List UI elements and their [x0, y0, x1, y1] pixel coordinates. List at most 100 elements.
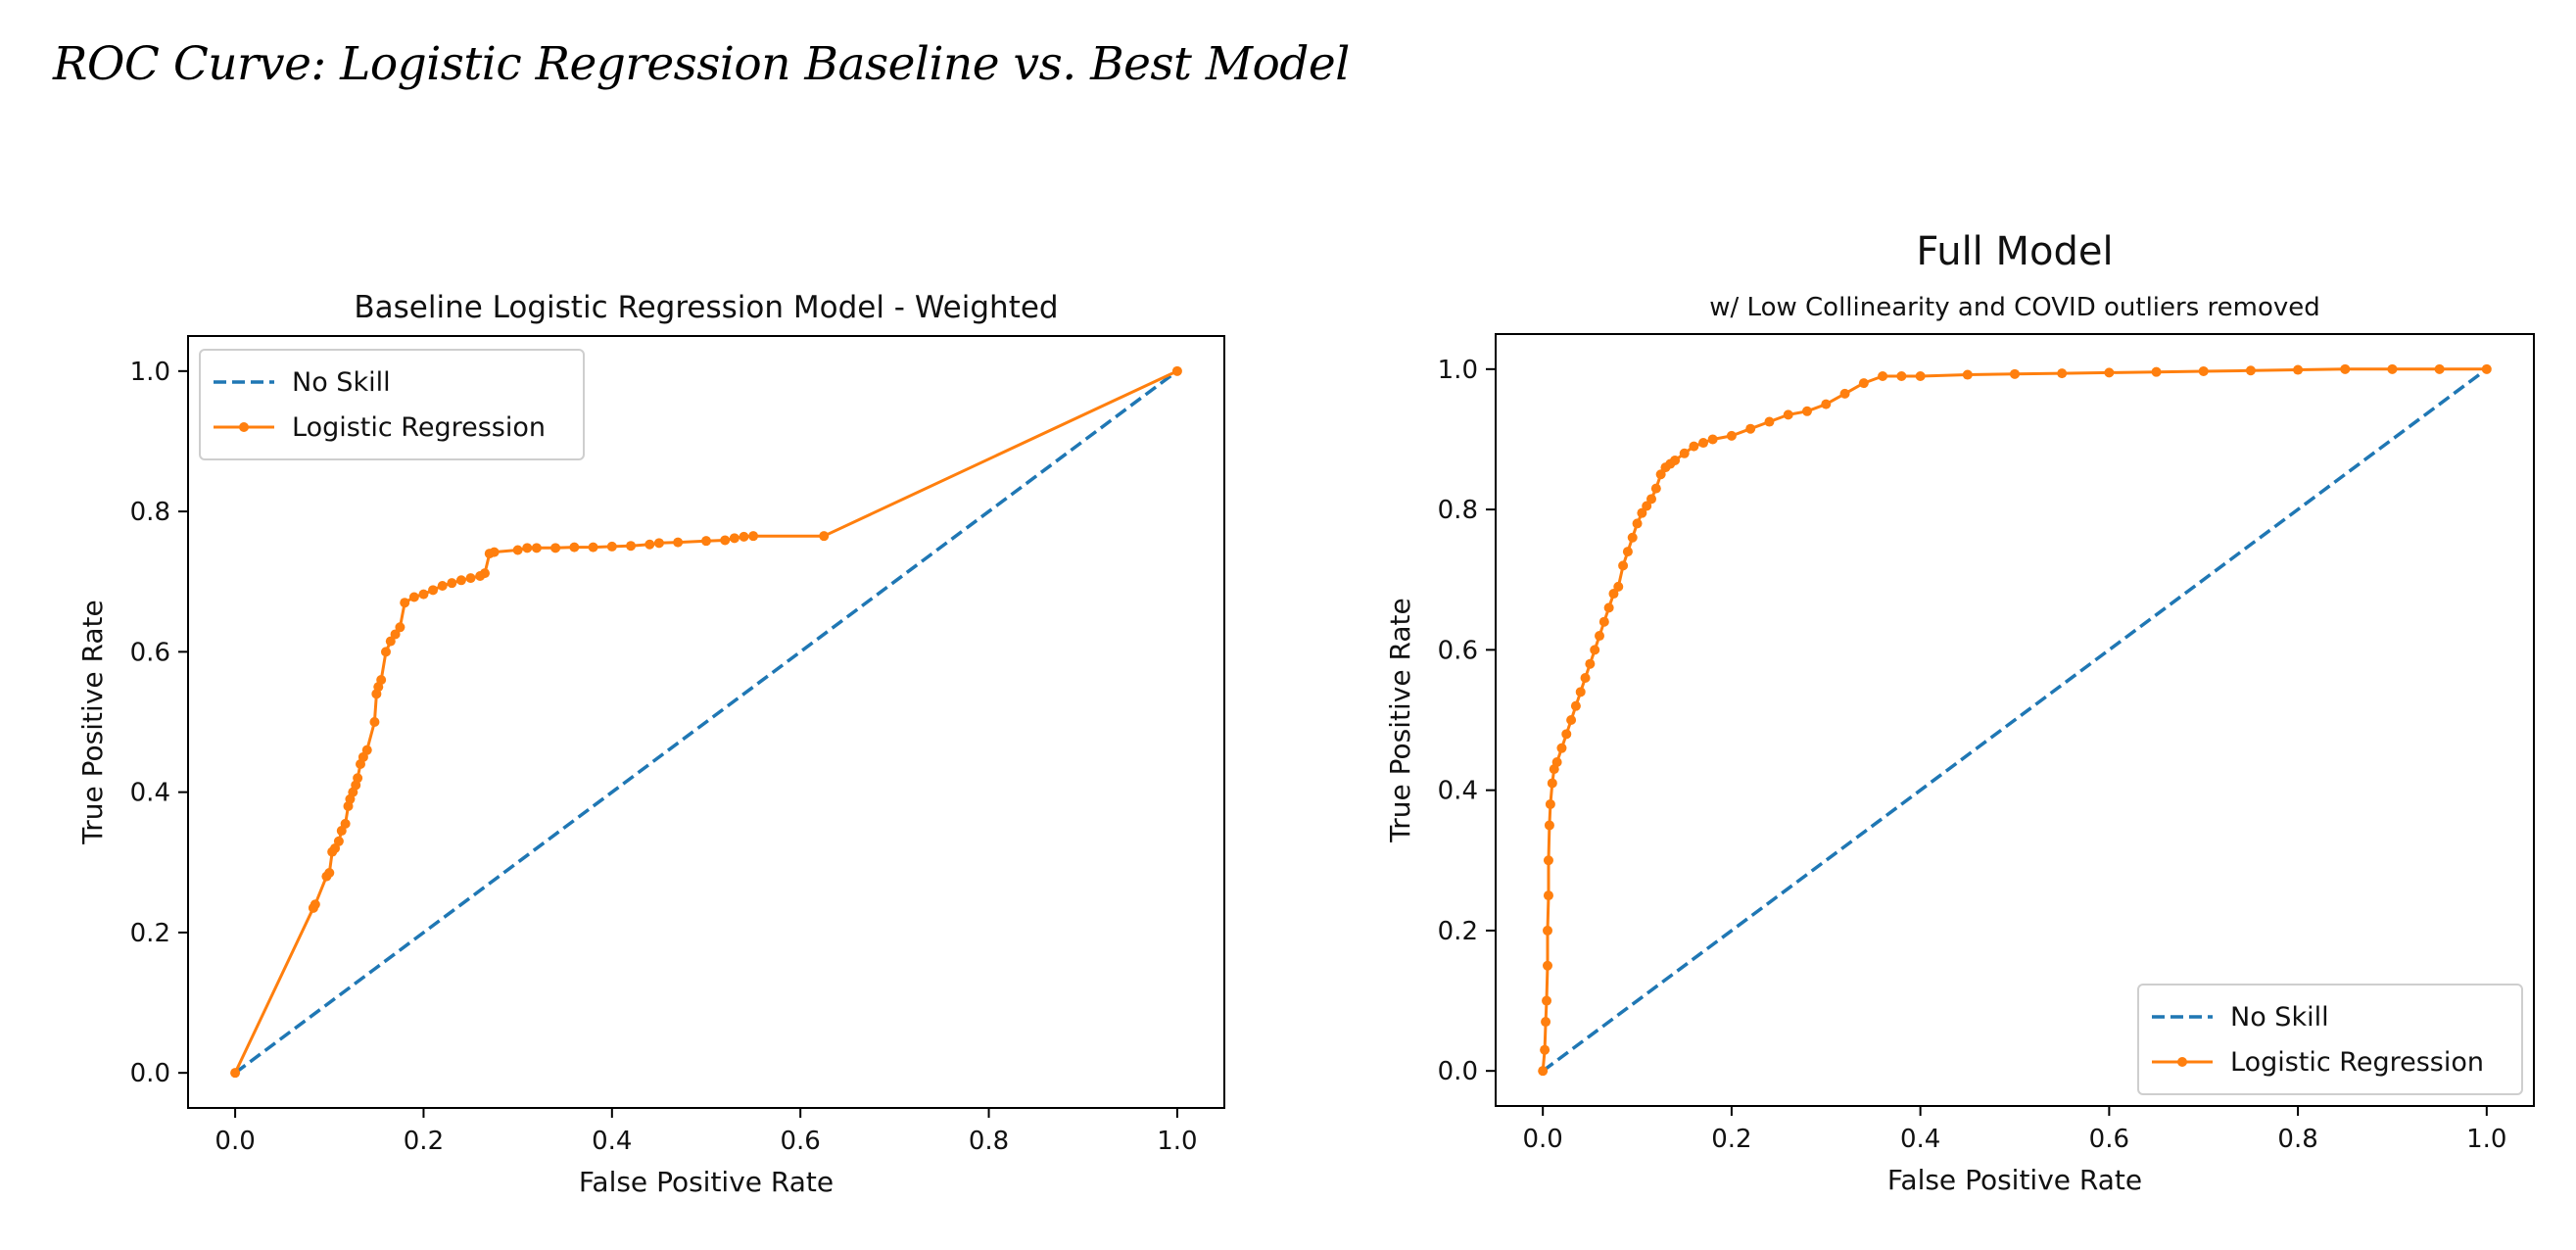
data-point: [569, 542, 580, 553]
y-tick-label: 1.0: [130, 358, 170, 387]
y-tick-label: 0.6: [130, 638, 170, 667]
data-point: [1575, 687, 1586, 697]
data-point: [1542, 995, 1552, 1006]
data-point: [531, 543, 542, 553]
data-point: [1962, 369, 1973, 380]
y-tick-label: 0.2: [1438, 917, 1478, 946]
legend-item: No Skill: [214, 367, 391, 398]
y-tick-label: 0.2: [130, 919, 170, 948]
legend-marker: [239, 422, 249, 432]
y-tick-label: 0.8: [130, 498, 170, 527]
data-point: [1642, 501, 1652, 511]
x-tick-label: 0.8: [2277, 1125, 2317, 1154]
data-point: [819, 531, 830, 542]
y-tick-label: 0.8: [1438, 496, 1478, 525]
y-tick-label: 0.6: [1438, 636, 1478, 665]
data-point: [1637, 507, 1647, 518]
data-point: [588, 542, 598, 553]
data-point: [1896, 370, 1907, 381]
data-point: [1580, 673, 1591, 684]
data-point: [2010, 368, 2020, 379]
data-point: [1707, 434, 1718, 445]
y-tick-label: 0.0: [1438, 1057, 1478, 1086]
data-point: [673, 537, 684, 548]
data-point: [353, 773, 363, 784]
y-tick-label: 0.4: [1438, 777, 1478, 806]
x-axis-ticks: 0.0 0.2 0.4 0.6 0.8 1.0: [215, 1108, 1198, 1156]
legend-marker: [2177, 1057, 2187, 1067]
data-point: [376, 675, 387, 686]
data-point: [1613, 581, 1624, 592]
data-point: [1540, 1044, 1550, 1055]
data-point: [720, 535, 731, 546]
x-axis-ticks: 0.0 0.2 0.4 0.6 0.8 1.0: [1523, 1106, 2506, 1154]
plot-area: [1538, 363, 2492, 1077]
chart-title: Full Model: [1916, 229, 2113, 274]
x-tick-label: 0.4: [1900, 1125, 1940, 1154]
data-point: [1598, 616, 1609, 627]
data-point: [2151, 366, 2162, 377]
series-line: [234, 369, 1178, 1075]
data-point: [1556, 743, 1567, 753]
data-point: [1543, 890, 1553, 901]
x-tick-label: 0.6: [2089, 1125, 2129, 1154]
x-tick-label: 0.4: [592, 1127, 632, 1156]
data-point: [701, 536, 711, 547]
series-line: [1542, 367, 2488, 1073]
x-tick-label: 0.0: [1523, 1125, 1563, 1154]
data-point: [644, 539, 655, 550]
data-point: [1802, 406, 1812, 416]
data-point: [748, 531, 759, 542]
y-axis-ticks: 0.0 0.2 0.4 0.6 0.8 1.0: [1438, 356, 1496, 1086]
data-point: [2293, 364, 2304, 375]
data-point: [550, 543, 561, 553]
data-point: [1632, 518, 1643, 529]
data-point: [1622, 547, 1633, 557]
data-point: [1627, 532, 1638, 543]
data-point: [2057, 368, 2068, 379]
legend-item: No Skill: [2152, 1002, 2329, 1033]
data-point: [1698, 438, 1708, 449]
legend-label: Logistic Regression: [292, 412, 546, 443]
data-point: [606, 541, 617, 552]
data-point: [1570, 700, 1581, 711]
axes-frame: [187, 335, 1225, 1109]
axes-frame: [1495, 333, 2535, 1107]
data-point: [1745, 423, 1756, 434]
data-point: [1561, 729, 1572, 740]
data-point: [1670, 455, 1681, 465]
data-point: [1650, 483, 1661, 494]
data-point: [1689, 441, 1699, 452]
full-model-roc-chart: Full Model w/ Low Collinearity and COVID…: [1384, 229, 2535, 1196]
data-point: [324, 868, 335, 879]
data-point: [2198, 365, 2209, 376]
data-point: [1171, 365, 1182, 376]
data-point: [385, 636, 396, 647]
data-point: [390, 629, 401, 640]
chart-title: Baseline Logistic Regression Model - Wei…: [354, 290, 1058, 325]
data-point: [408, 592, 419, 602]
data-point: [1618, 560, 1629, 571]
legend-label: Logistic Regression: [2230, 1047, 2484, 1078]
data-point: [1839, 388, 1850, 399]
data-point: [1655, 469, 1666, 480]
data-point: [2340, 363, 2351, 374]
data-point: [1551, 756, 1562, 767]
baseline-roc-chart: Baseline Logistic Regression Model - Wei…: [76, 290, 1225, 1198]
plot-area: [230, 365, 1182, 1079]
x-tick-label: 0.2: [404, 1127, 444, 1156]
data-point: [1783, 409, 1793, 420]
series-no-skill: [1542, 367, 2488, 1073]
data-point: [1590, 645, 1600, 655]
data-point: [729, 533, 739, 544]
data-point: [340, 818, 351, 829]
data-point: [1543, 960, 1552, 971]
series-logistic-regression: [1538, 363, 2492, 1077]
page-title: ROC Curve: Logistic Regression Baseline …: [53, 37, 1350, 91]
data-point: [489, 547, 500, 557]
data-point: [1821, 399, 1832, 409]
data-point: [230, 1068, 241, 1079]
data-point: [333, 836, 344, 846]
y-axis-label: True Positive Rate: [76, 600, 109, 844]
